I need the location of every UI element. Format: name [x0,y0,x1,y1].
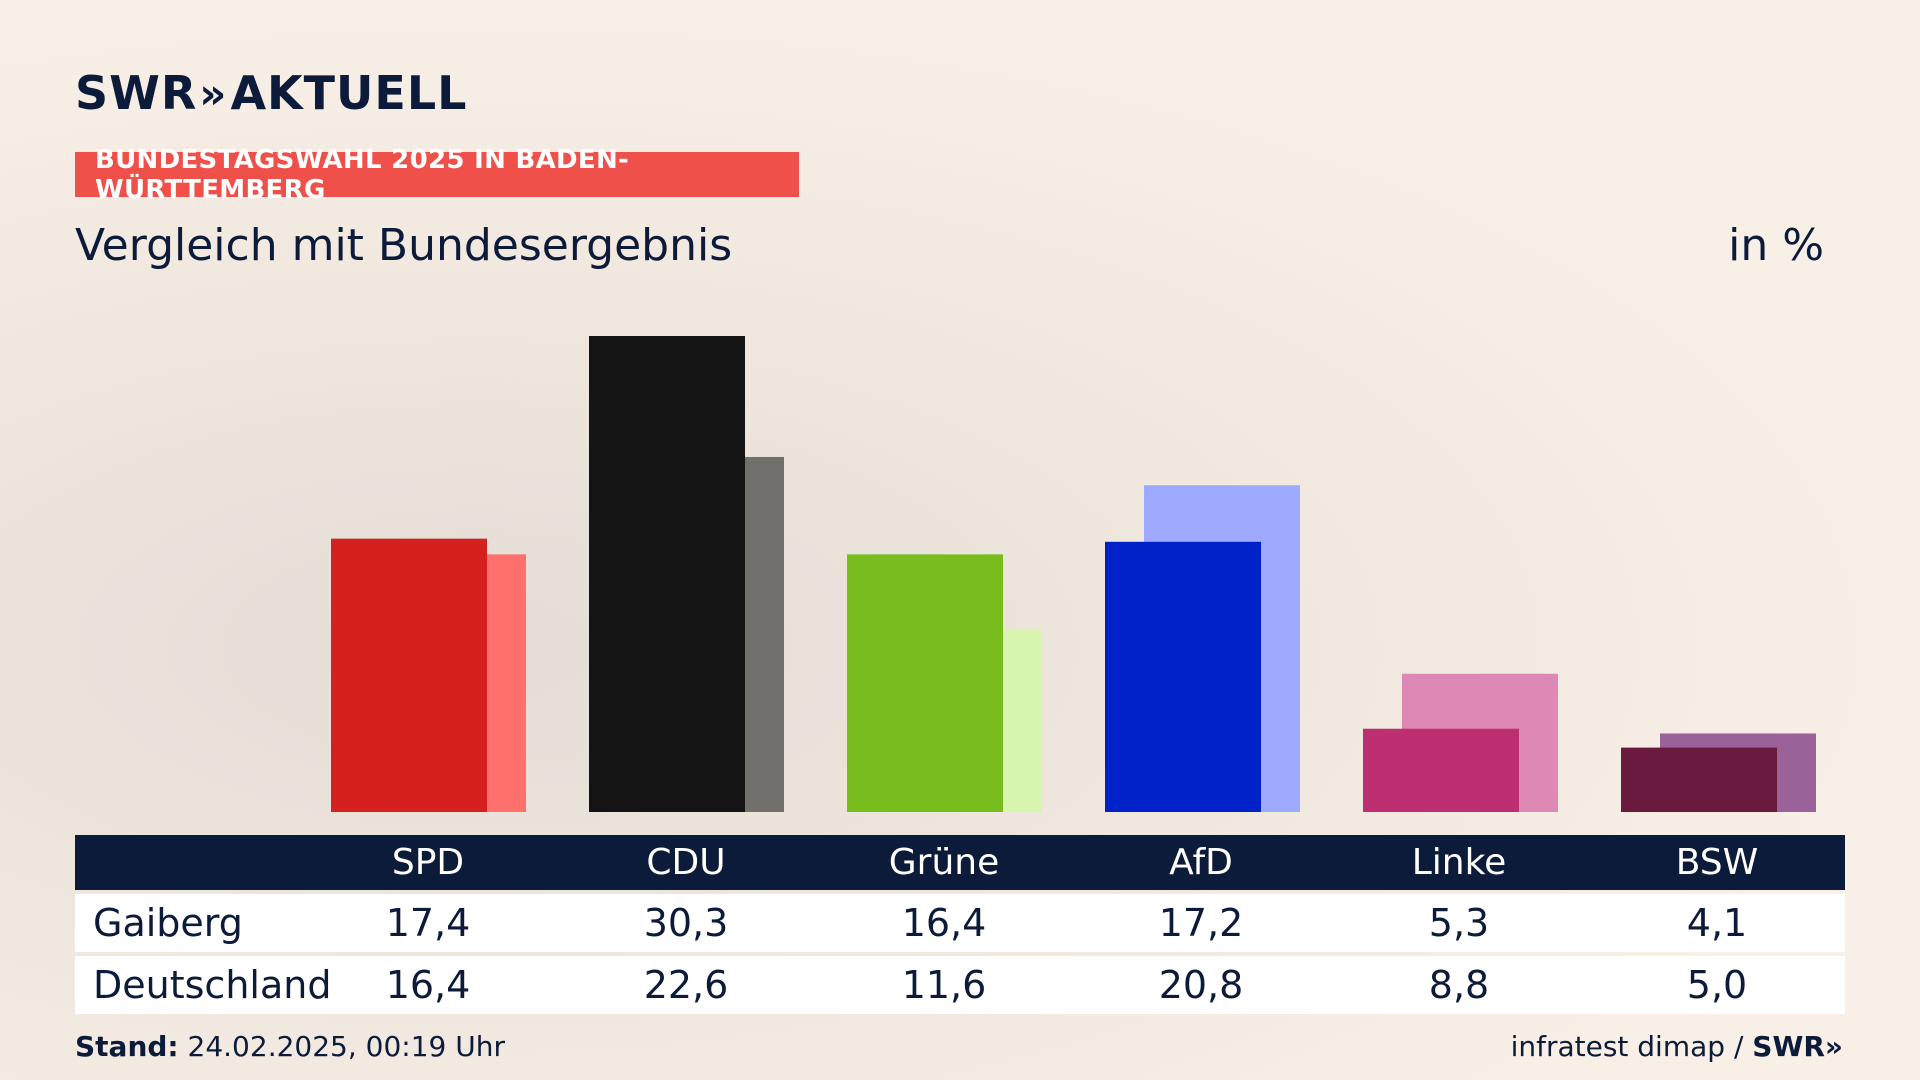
bar-chart [331,336,1816,812]
value-cell: 20,8 [1158,963,1244,1007]
source-credit: infratest dimap / SWR» [1511,1030,1843,1063]
value-cell: 16,4 [385,963,471,1007]
value-cell: 8,8 [1428,963,1490,1007]
bar-gaiberg-cdu [589,336,745,812]
row-label-gaiberg: Gaiberg [93,901,243,945]
value-cell: 16,4 [901,901,987,945]
results-table: SPD CDU Grüne AfD Linke BSW Gaiberg 17,4… [75,835,1845,1014]
table-row: Gaiberg 17,4 30,3 16,4 17,2 5,3 4,1 [75,894,1845,952]
bar-gaiberg-spd [331,538,487,812]
header-spd: SPD [391,842,465,883]
value-cell: 11,6 [901,963,987,1007]
header-gruene: Grüne [888,842,1000,883]
logo-swr: SWR [75,66,198,120]
value-cell: 5,3 [1428,901,1490,945]
stand-label: Stand: [75,1030,179,1063]
logo-aktuell: AKTUELL [230,66,468,120]
source-text: infratest dimap / [1510,1030,1744,1063]
unit-label: in % [1728,220,1824,271]
value-cell: 4,1 [1686,901,1748,945]
header-afd: AfD [1169,842,1233,883]
bar-gaiberg-linke [1363,728,1519,812]
header-cdu: CDU [646,842,726,883]
swr-brand: SWR» [1752,1030,1843,1063]
bar-gaiberg-gruene [847,554,1003,812]
table-row: Deutschland 16,4 22,6 11,6 20,8 8,8 5,0 [75,956,1845,1014]
bar-gaiberg-afd [1105,541,1261,812]
row-label-deutschland: Deutschland [93,963,332,1007]
value-cell: 17,4 [385,901,471,945]
stand-value: 24.02.2025, 00:19 Uhr [187,1030,505,1063]
table-header-row: SPD CDU Grüne AfD Linke BSW [75,835,1845,890]
header-bsw: BSW [1675,842,1759,883]
timestamp: Stand: 24.02.2025, 00:19 Uhr [75,1030,505,1063]
value-cell: 5,0 [1686,963,1748,1007]
header-linke: Linke [1411,842,1507,883]
value-cell: 30,3 [643,901,729,945]
value-cell: 22,6 [643,963,729,1007]
bar-gaiberg-bsw [1621,747,1777,812]
value-cell: 17,2 [1158,901,1244,945]
swr-aktuell-logo: SWR » AKTUELL [75,66,467,120]
chart-subtitle: Vergleich mit Bundesergebnis [75,220,733,271]
election-banner: BUNDESTAGSWAHL 2025 IN BADEN-WÜRTTEMBERG [75,145,799,205]
